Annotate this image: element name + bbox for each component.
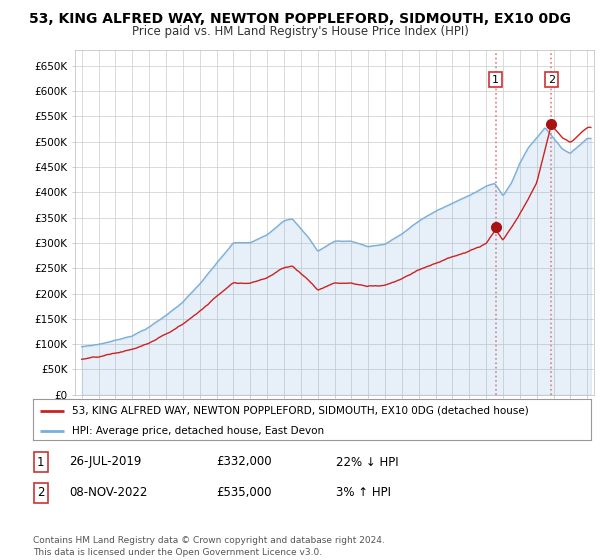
Text: 1: 1 xyxy=(37,455,44,469)
Text: £535,000: £535,000 xyxy=(216,486,271,500)
Text: 2: 2 xyxy=(548,74,555,85)
Text: 2: 2 xyxy=(37,486,44,500)
Text: 26-JUL-2019: 26-JUL-2019 xyxy=(69,455,142,469)
Text: HPI: Average price, detached house, East Devon: HPI: Average price, detached house, East… xyxy=(72,426,324,436)
Text: 08-NOV-2022: 08-NOV-2022 xyxy=(69,486,148,500)
Text: £332,000: £332,000 xyxy=(216,455,272,469)
Text: 22% ↓ HPI: 22% ↓ HPI xyxy=(336,455,398,469)
Text: Contains HM Land Registry data © Crown copyright and database right 2024.
This d: Contains HM Land Registry data © Crown c… xyxy=(33,536,385,557)
Text: 3% ↑ HPI: 3% ↑ HPI xyxy=(336,486,391,500)
Text: 1: 1 xyxy=(492,74,499,85)
Text: 53, KING ALFRED WAY, NEWTON POPPLEFORD, SIDMOUTH, EX10 0DG (detached house): 53, KING ALFRED WAY, NEWTON POPPLEFORD, … xyxy=(72,405,529,416)
Text: Price paid vs. HM Land Registry's House Price Index (HPI): Price paid vs. HM Land Registry's House … xyxy=(131,25,469,38)
Text: 53, KING ALFRED WAY, NEWTON POPPLEFORD, SIDMOUTH, EX10 0DG: 53, KING ALFRED WAY, NEWTON POPPLEFORD, … xyxy=(29,12,571,26)
